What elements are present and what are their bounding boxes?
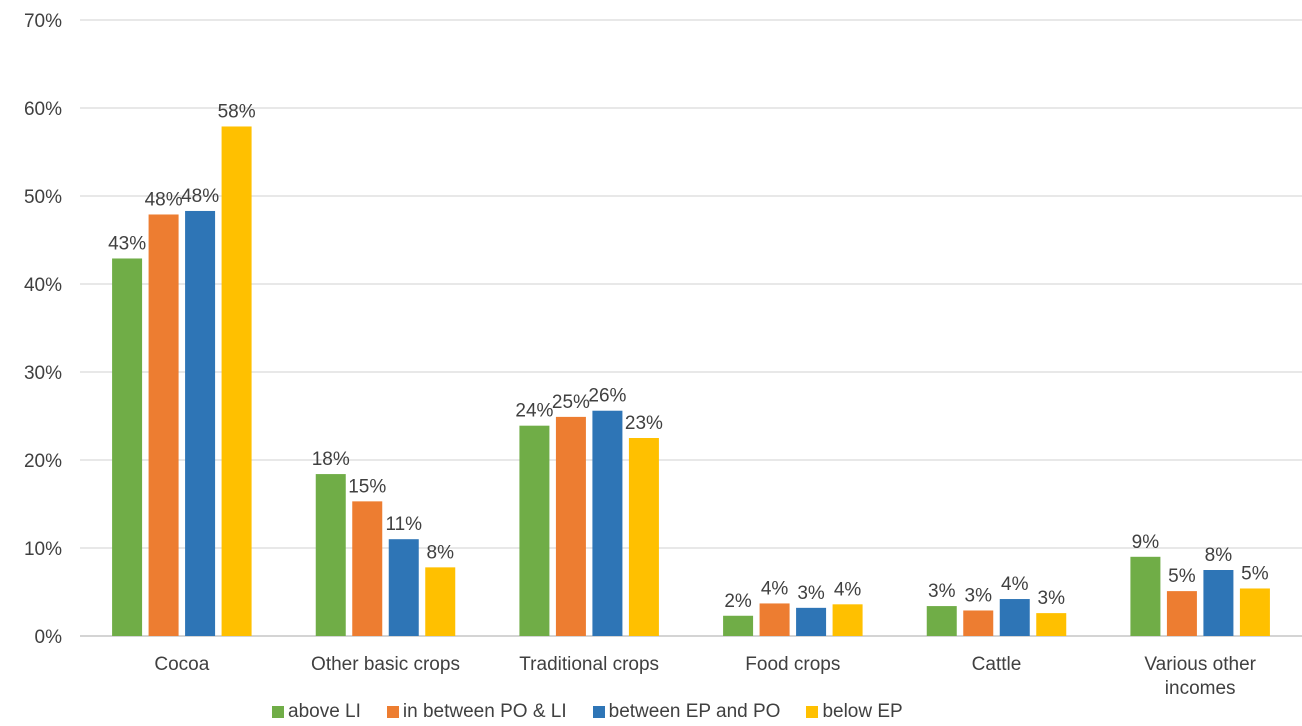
- data-label: 18%: [312, 449, 350, 470]
- data-label: 3%: [797, 583, 825, 604]
- x-tick-label: Traditional crops: [519, 654, 659, 675]
- data-label: 4%: [834, 579, 862, 600]
- bar-2-3: [796, 607, 827, 636]
- bar-chart: 0% 10% 20% 30% 40% 50% 60% 70% 43% 48%48% 58% Cocoa…: [24, 11, 1302, 699]
- data-label: 23%: [625, 413, 663, 434]
- data-label: 2%: [724, 591, 752, 612]
- chart-legend: above LI in between PO & LI between EP a…: [272, 700, 903, 724]
- data-label: 5%: [1168, 566, 1196, 587]
- bar-1-0: [148, 214, 179, 637]
- y-tick-label: 50%: [24, 187, 62, 208]
- legend-item-below-ep: below EP: [806, 701, 903, 723]
- y-tick-label: 60%: [24, 99, 62, 120]
- legend-item-above-li: above LI: [272, 701, 361, 723]
- data-label: 58%: [218, 101, 256, 122]
- bar-1-5: [1166, 591, 1197, 636]
- data-label: 9%: [1132, 532, 1160, 553]
- bar-0-4: [926, 606, 957, 636]
- data-label: 48%: [181, 186, 219, 207]
- data-label: 4%: [761, 578, 789, 599]
- x-tick-label: Cattle: [972, 654, 1022, 675]
- legend-label: between EP and PO: [608, 701, 781, 722]
- legend-label: below EP: [822, 701, 903, 722]
- bar-0-1: [315, 474, 346, 636]
- x-tick-label: Food crops: [745, 654, 840, 675]
- x-tick-label: Various other incomes: [1144, 654, 1256, 699]
- bar-3-1: [425, 567, 456, 636]
- legend-swatch: [592, 706, 605, 718]
- legend-label: in between PO & LI: [402, 701, 567, 722]
- data-label: 24%: [515, 401, 553, 422]
- bar-1-2: [555, 416, 586, 636]
- y-tick-label: 0%: [35, 627, 63, 648]
- data-label: 3%: [965, 585, 993, 606]
- data-label: 48%: [145, 189, 183, 210]
- bar-2-5: [1203, 570, 1234, 636]
- legend-swatch: [386, 706, 399, 718]
- bar-3-5: [1239, 588, 1270, 636]
- y-tick-label: 30%: [24, 363, 62, 384]
- bar-1-3: [759, 603, 790, 636]
- bar-3-4: [1036, 613, 1067, 636]
- bar-2-0: [185, 210, 216, 636]
- data-label: 43%: [108, 233, 146, 254]
- data-label: 5%: [1241, 563, 1269, 584]
- legend-item-po-li: in between PO & LI: [386, 701, 567, 723]
- data-label: 3%: [928, 581, 956, 602]
- data-label: 8%: [1205, 545, 1233, 566]
- bar-2-1: [388, 539, 419, 636]
- bar-3-2: [628, 438, 659, 636]
- bar-2-2: [592, 410, 623, 636]
- data-label: 11%: [385, 514, 422, 535]
- data-label: 25%: [552, 392, 590, 413]
- data-label: 26%: [588, 386, 626, 407]
- bar-2-4: [999, 599, 1030, 636]
- data-label: 4%: [1001, 574, 1029, 595]
- bar-3-3: [832, 604, 863, 636]
- legend-item-ep-po: between EP and PO: [592, 701, 781, 723]
- bar-0-3: [723, 615, 754, 636]
- y-tick-label: 10%: [24, 539, 62, 560]
- bar-1-4: [963, 610, 994, 636]
- legend-swatch: [806, 706, 819, 718]
- data-label: 15%: [348, 476, 386, 497]
- bar-0-0: [112, 258, 143, 636]
- bar-3-0: [221, 126, 252, 636]
- bar-0-5: [1130, 556, 1161, 636]
- bar-1-1: [352, 501, 383, 636]
- y-tick-label: 40%: [24, 275, 62, 296]
- legend-label: above LI: [288, 701, 361, 722]
- bar-0-2: [519, 425, 550, 636]
- x-tick-label: Cocoa: [154, 654, 209, 675]
- legend-swatch: [272, 706, 284, 718]
- y-tick-label: 70%: [24, 11, 62, 32]
- y-tick-label: 20%: [24, 451, 62, 472]
- data-label: 3%: [1038, 588, 1066, 609]
- data-label: 8%: [427, 542, 455, 563]
- x-tick-label: Other basic crops: [311, 654, 460, 675]
